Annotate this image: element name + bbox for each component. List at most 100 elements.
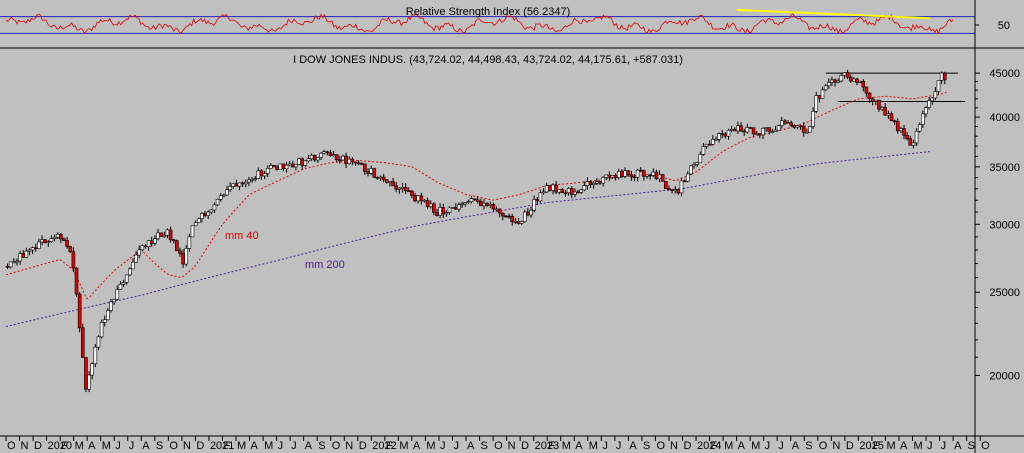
candle-body bbox=[670, 188, 674, 191]
candle-body bbox=[68, 246, 73, 252]
candle-body bbox=[610, 175, 615, 178]
x-tick-label: N bbox=[508, 440, 516, 452]
candle-body bbox=[566, 188, 571, 194]
candle-body bbox=[895, 121, 900, 132]
candle-body bbox=[870, 98, 875, 102]
x-tick-label: M bbox=[102, 440, 111, 452]
candle-body bbox=[676, 189, 681, 194]
candle-body bbox=[190, 225, 195, 238]
candle-body bbox=[334, 154, 339, 161]
x-tick-label: 2024 bbox=[697, 440, 721, 452]
candle-body bbox=[801, 125, 806, 133]
candle-body bbox=[237, 182, 242, 187]
candle-body bbox=[516, 221, 521, 224]
candle-body bbox=[187, 236, 192, 249]
candle-body bbox=[12, 261, 16, 264]
x-tick-label: F bbox=[711, 440, 718, 452]
candle-body bbox=[303, 160, 308, 166]
x-tick-label: D bbox=[846, 440, 854, 452]
candle-body bbox=[231, 183, 236, 187]
x-tick-label: 2021 bbox=[210, 440, 234, 452]
candle-body bbox=[510, 215, 515, 223]
candle-body bbox=[115, 289, 120, 300]
candle-body bbox=[654, 171, 659, 180]
x-tick-label: J bbox=[453, 440, 459, 452]
x-tick-label: J bbox=[291, 440, 297, 452]
candle-body bbox=[679, 180, 684, 194]
candle-body bbox=[416, 195, 420, 202]
candle-body bbox=[886, 113, 891, 116]
candle-body bbox=[43, 239, 47, 244]
candle-body bbox=[519, 221, 524, 224]
x-tick-label: J bbox=[941, 440, 947, 452]
x-tick-label: O bbox=[494, 440, 503, 452]
candle-body bbox=[366, 171, 370, 174]
rsi-tick-label: 50 bbox=[998, 20, 1010, 32]
x-tick-label: M bbox=[75, 440, 84, 452]
candle-body bbox=[792, 125, 797, 128]
candle-body bbox=[685, 173, 690, 182]
x-tick-label: N bbox=[345, 440, 353, 452]
candle-body bbox=[601, 177, 605, 184]
x-tick-label: F bbox=[223, 440, 230, 452]
candle-body bbox=[820, 89, 825, 99]
x-tick-label: A bbox=[142, 440, 150, 452]
candle-body bbox=[441, 207, 446, 215]
candle-body bbox=[538, 192, 543, 202]
candle-body bbox=[732, 128, 737, 132]
candle-body bbox=[892, 120, 897, 123]
candle-body bbox=[551, 184, 555, 191]
candle-body bbox=[425, 200, 430, 207]
candle-body bbox=[309, 154, 314, 159]
candle-body bbox=[573, 191, 577, 195]
candle-body bbox=[877, 99, 881, 110]
candle-body bbox=[99, 322, 104, 338]
candle-body bbox=[463, 202, 467, 205]
x-tick-label: N bbox=[21, 440, 29, 452]
candle-body bbox=[773, 129, 778, 132]
candle-body bbox=[479, 201, 483, 207]
candle-body bbox=[344, 155, 348, 164]
candle-body bbox=[839, 74, 844, 82]
candle-body bbox=[369, 168, 373, 174]
y-tick-label: 20000 bbox=[989, 370, 1020, 382]
x-tick-label: F bbox=[873, 440, 880, 452]
candle-body bbox=[598, 181, 602, 184]
candle-body bbox=[532, 199, 536, 211]
candle-body bbox=[143, 245, 148, 248]
candle-body bbox=[864, 86, 869, 94]
candle-body bbox=[287, 163, 292, 166]
x-tick-label: A bbox=[251, 440, 259, 452]
candle-body bbox=[595, 181, 599, 184]
candle-body bbox=[814, 95, 819, 112]
x-tick-label: A bbox=[88, 440, 96, 452]
x-tick-label: O bbox=[332, 440, 341, 452]
x-tick-label: M bbox=[399, 440, 408, 452]
mm200-label: mm 200 bbox=[305, 259, 345, 271]
candle-body bbox=[159, 232, 163, 237]
candle-body bbox=[259, 170, 264, 177]
rsi-line bbox=[5, 13, 954, 35]
x-tick-label: 2025 bbox=[859, 440, 883, 452]
candle-body bbox=[770, 131, 775, 133]
candle-body bbox=[71, 251, 76, 269]
candle-body bbox=[466, 201, 471, 203]
candle-body bbox=[660, 174, 665, 182]
candle-body bbox=[328, 152, 333, 157]
candle-body bbox=[504, 215, 508, 218]
candle-body bbox=[234, 183, 239, 187]
candle-body bbox=[397, 187, 402, 190]
candle-body bbox=[917, 124, 922, 132]
candle-body bbox=[560, 189, 565, 194]
candle-body bbox=[200, 213, 204, 219]
candle-body bbox=[181, 252, 185, 265]
candle-body bbox=[372, 168, 377, 178]
candle-body bbox=[648, 174, 652, 177]
candle-body bbox=[184, 248, 189, 265]
y-tick-label: 25000 bbox=[989, 287, 1020, 299]
x-tick-label: A bbox=[954, 440, 962, 452]
candle-body bbox=[695, 162, 699, 165]
candle-body bbox=[911, 142, 916, 146]
candle-body bbox=[228, 186, 232, 190]
